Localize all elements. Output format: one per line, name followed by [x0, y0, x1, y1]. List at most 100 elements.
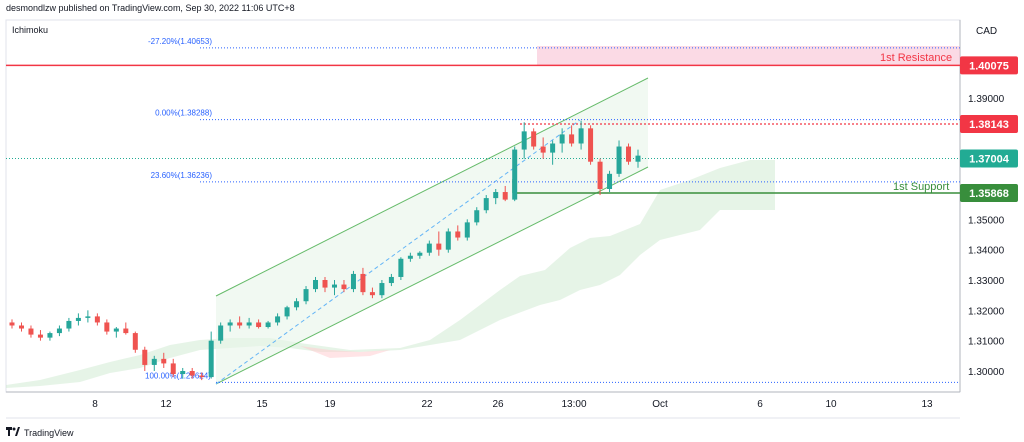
candle-body	[322, 280, 328, 288]
candle-body	[341, 284, 347, 290]
price-axis[interactable]: 1.30000 1.31000 1.32000 1.33000 1.34000 1.350…	[968, 94, 1005, 378]
candle-body	[607, 173, 613, 189]
candle-body	[445, 231, 451, 250]
candle-body	[47, 333, 53, 338]
candle-body	[132, 333, 138, 350]
candle-body	[550, 143, 556, 153]
footer-brand[interactable]: TradingView	[6, 427, 74, 439]
candle-body	[578, 128, 584, 144]
price-tick-label: 1.31000	[968, 337, 1005, 348]
support-resistance-levels[interactable]	[6, 64, 960, 194]
candle-body	[521, 131, 527, 150]
candle-body	[256, 322, 262, 328]
price-tick-label: 1.39000	[968, 94, 1005, 105]
ichimoku-cloud-bullish	[6, 160, 775, 388]
time-tick-label: Oct	[652, 399, 668, 410]
candle-body	[180, 371, 186, 375]
channel-lower-line[interactable]	[215, 166, 649, 385]
price-tag-box	[960, 114, 1018, 133]
candle-body	[199, 375, 205, 378]
candle-body	[502, 192, 508, 200]
candle-body	[474, 210, 480, 223]
candle-body	[360, 273, 366, 293]
candle-body	[161, 358, 167, 364]
tradingview-logo-icon	[6, 427, 20, 439]
candle-body	[464, 222, 470, 238]
ichimoku-cloud-bearish	[300, 346, 390, 358]
fib-trend-line[interactable]	[215, 119, 581, 385]
fib-level-label: 0.00%(1.38288)	[155, 109, 212, 118]
candle-body	[597, 161, 603, 189]
candle-body	[246, 322, 252, 326]
candle-body	[294, 301, 300, 308]
candle-body	[85, 316, 91, 318]
time-tick-label: 10	[825, 399, 837, 410]
price-tag-box	[960, 56, 1018, 75]
time-tick-label: 19	[324, 399, 336, 410]
resistance-zone[interactable]	[537, 46, 960, 65]
candle-body	[66, 320, 72, 329]
candle-body	[275, 316, 281, 323]
time-tick-label: 12	[160, 399, 172, 410]
channel-upper-line[interactable]	[215, 77, 649, 297]
candle-body	[218, 325, 224, 341]
price-tick-label: 1.34000	[968, 246, 1005, 257]
candle-body	[208, 340, 214, 378]
ascending-channel-fill	[216, 78, 648, 384]
candle-body	[284, 307, 290, 317]
price-tick-label: 1.30000	[968, 367, 1005, 378]
candle-body	[28, 328, 34, 335]
price-tag-box	[960, 149, 1018, 168]
time-tick-label: 13:00	[561, 399, 586, 410]
candles[interactable]	[9, 120, 641, 381]
candle-body	[616, 146, 622, 174]
candle-body	[227, 322, 233, 326]
candle-body	[170, 363, 176, 375]
candle-body	[104, 322, 110, 332]
candle-body	[18, 325, 24, 329]
candle-body	[151, 358, 157, 365]
candle-body	[350, 273, 356, 290]
price-tag-label: 1.37004	[969, 154, 1010, 166]
candle-body	[398, 258, 404, 277]
price-tag-box	[960, 184, 1018, 203]
fib-level-label: -27.20%(1.40653)	[148, 37, 212, 46]
candle-body	[142, 349, 148, 365]
candle-body	[303, 289, 309, 302]
candle-body	[512, 149, 518, 200]
publisher-line: desmondlzw published on TradingView.com,…	[6, 3, 295, 13]
time-tick-label: 13	[921, 399, 933, 410]
candle-body	[588, 128, 594, 162]
candle-body	[407, 255, 413, 259]
price-tag-label: 1.40075	[969, 60, 1009, 72]
candle-body	[123, 328, 129, 334]
candle-body	[369, 292, 375, 296]
support-label: 1st Support	[893, 181, 949, 193]
candle-body	[569, 134, 575, 144]
fibonacci-levels[interactable]: -27.20%(1.40653) 0.00%(1.38288) 23.60%(1.3…	[145, 37, 960, 383]
time-tick-label: 8	[92, 399, 98, 410]
price-tick-label: 1.33000	[968, 276, 1005, 287]
price-tag-label: 1.38143	[969, 119, 1009, 131]
candle-body	[331, 284, 337, 288]
currency-label: CAD	[976, 26, 997, 37]
indicator-label[interactable]: Ichimoku	[12, 25, 49, 35]
candle-body	[37, 334, 43, 338]
candle-body	[75, 317, 81, 321]
candle-body	[94, 316, 100, 323]
time-axis[interactable]: 8 12 15 19 22 26 13:00 Oct 6 10 13	[92, 399, 933, 410]
candle-body	[388, 276, 394, 284]
candle-body	[265, 322, 271, 328]
candle-body	[455, 231, 461, 238]
candle-body	[483, 198, 489, 211]
candle-body	[237, 322, 243, 326]
candle-body	[540, 146, 546, 153]
resistance-label: 1st Resistance	[880, 52, 952, 64]
price-tick-label: 1.32000	[968, 306, 1005, 317]
candle-body	[635, 155, 641, 162]
time-tick-label: 22	[421, 399, 433, 410]
price-tag-label: 1.35868	[969, 188, 1009, 200]
candle-body	[189, 371, 195, 376]
candle-body	[493, 192, 499, 199]
